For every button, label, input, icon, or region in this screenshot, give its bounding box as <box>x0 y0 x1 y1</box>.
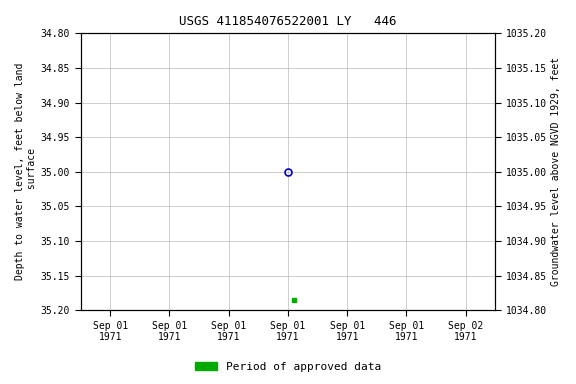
Title: USGS 411854076522001 LY   446: USGS 411854076522001 LY 446 <box>179 15 397 28</box>
Y-axis label: Depth to water level, feet below land
 surface: Depth to water level, feet below land su… <box>15 63 37 280</box>
Y-axis label: Groundwater level above NGVD 1929, feet: Groundwater level above NGVD 1929, feet <box>551 57 561 286</box>
Legend: Period of approved data: Period of approved data <box>191 358 385 377</box>
